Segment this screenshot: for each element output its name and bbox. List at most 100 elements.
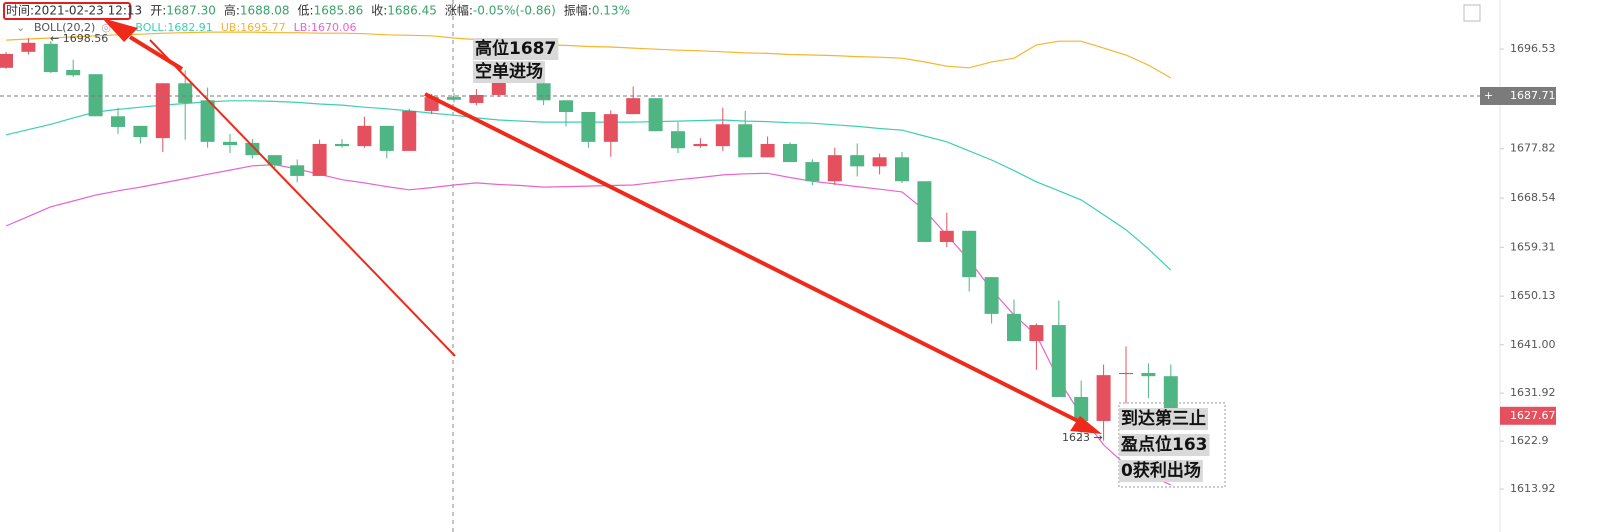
candle-body bbox=[66, 69, 81, 76]
annotation-bg bbox=[1119, 460, 1203, 482]
header-label: 涨幅: bbox=[445, 3, 473, 18]
candle-body bbox=[133, 125, 148, 138]
candle-body bbox=[715, 124, 730, 147]
candle-body bbox=[984, 277, 999, 314]
candle-body bbox=[693, 143, 708, 147]
candle-body bbox=[155, 83, 170, 139]
candle-body bbox=[536, 83, 551, 101]
candle-body bbox=[402, 110, 417, 151]
candle-body bbox=[88, 74, 103, 117]
candle-body bbox=[447, 97, 461, 100]
header-value: -0.05%(-0.86) bbox=[473, 4, 556, 18]
header-value: 1686.45 bbox=[387, 4, 437, 18]
candle-body bbox=[1007, 313, 1021, 342]
price-tag-label: 1627.67 bbox=[1510, 409, 1556, 422]
candle-body bbox=[290, 165, 305, 176]
candle-body bbox=[245, 142, 260, 156]
high-marker: ← 1698.56 bbox=[50, 32, 108, 45]
candle-body bbox=[21, 42, 36, 52]
annotation-text: 到达第三止 bbox=[1121, 408, 1206, 429]
annotation-bg bbox=[1119, 434, 1210, 456]
candle-body bbox=[1029, 325, 1044, 342]
candle-body bbox=[379, 125, 394, 151]
y-tick-label: 1696.53 bbox=[1510, 42, 1556, 55]
candle-body bbox=[335, 143, 349, 147]
y-tick-label: 1613.92 bbox=[1510, 482, 1556, 495]
candle-body bbox=[939, 230, 954, 242]
candle-body bbox=[805, 162, 820, 182]
candle-body bbox=[1051, 325, 1066, 397]
low-marker: 1623 → bbox=[1062, 431, 1103, 444]
legend-entry: BOLL:1682.91 bbox=[135, 21, 212, 34]
candle-body bbox=[671, 131, 685, 149]
y-tick-label: 1622.9 bbox=[1510, 434, 1549, 447]
candle-body bbox=[0, 53, 13, 68]
candle-body bbox=[469, 94, 484, 103]
candle-body bbox=[178, 83, 193, 103]
expand-icon[interactable] bbox=[1463, 4, 1481, 22]
candle-body bbox=[1163, 376, 1178, 415]
candle-body bbox=[200, 100, 215, 142]
header-value: 1688.08 bbox=[240, 4, 290, 18]
y-tick-label: 1668.54 bbox=[1510, 191, 1556, 204]
candle-body bbox=[111, 116, 125, 127]
header-label: 时间: bbox=[6, 4, 34, 18]
annotation-text: 盈点位163 bbox=[1120, 434, 1208, 455]
collapse-icon[interactable]: ⌄ bbox=[16, 21, 25, 34]
annotation-bg bbox=[473, 61, 545, 83]
legend-entry: LB:1670.06 bbox=[294, 21, 357, 34]
annotation-text: 0获利出场 bbox=[1121, 460, 1201, 481]
header-label: 开: bbox=[150, 4, 166, 18]
header-label: 振幅: bbox=[564, 3, 592, 18]
price-tag bbox=[1500, 406, 1556, 425]
annotation-text: 高位1687 bbox=[475, 38, 556, 59]
annotation-text: 空单进场 bbox=[475, 61, 543, 82]
arrows bbox=[102, 18, 1102, 434]
candle-body bbox=[738, 124, 753, 158]
header-value: 1685.86 bbox=[314, 4, 364, 18]
y-tick-label: 1677.82 bbox=[1510, 142, 1556, 155]
candle-body bbox=[312, 143, 327, 176]
plus-icon: + bbox=[1484, 89, 1493, 102]
candle-body bbox=[581, 112, 596, 142]
highlight-box bbox=[3, 2, 131, 20]
annotation-bg bbox=[1119, 408, 1208, 430]
boll-line bbox=[5, 164, 1172, 486]
candle-body bbox=[267, 155, 282, 166]
candle-body bbox=[1096, 375, 1111, 421]
header-value: 2021-02-23 12:13 bbox=[34, 4, 142, 18]
candle-body bbox=[559, 100, 573, 113]
candle-body bbox=[626, 98, 641, 115]
header-label: 收: bbox=[371, 4, 387, 18]
y-tick-label: 1659.31 bbox=[1510, 240, 1556, 253]
candle-body bbox=[827, 155, 842, 182]
candle-body bbox=[917, 181, 932, 242]
header-label: 高: bbox=[224, 3, 240, 18]
candle-body bbox=[1074, 396, 1089, 421]
candle-body bbox=[783, 143, 797, 163]
y-tick-label: 1631.92 bbox=[1510, 386, 1556, 399]
annotation-bg bbox=[473, 38, 559, 60]
y-tick-label: 1650.13 bbox=[1510, 289, 1556, 302]
candle-body bbox=[850, 155, 865, 167]
candle-body bbox=[223, 141, 237, 146]
indicator-name: BOLL(20,2) bbox=[34, 21, 95, 34]
candle-body bbox=[603, 114, 618, 142]
candle-body bbox=[760, 143, 775, 158]
candle-body bbox=[648, 98, 663, 132]
header-value: 1687.30 bbox=[166, 4, 216, 18]
header-label: 低: bbox=[298, 4, 314, 18]
header-value: 0.13% bbox=[592, 4, 630, 18]
candle-body bbox=[962, 230, 977, 278]
price-tag bbox=[1480, 86, 1556, 105]
legend-entry: UB:1695.77 bbox=[221, 21, 286, 34]
candle-body bbox=[357, 125, 372, 147]
price-tag-label: 1687.71 bbox=[1510, 89, 1556, 102]
candle-body bbox=[43, 43, 58, 73]
y-tick-label: 1641.00 bbox=[1510, 338, 1556, 351]
boll-line bbox=[5, 31, 1172, 79]
candle-body bbox=[1119, 373, 1133, 375]
candle-body bbox=[872, 157, 887, 167]
